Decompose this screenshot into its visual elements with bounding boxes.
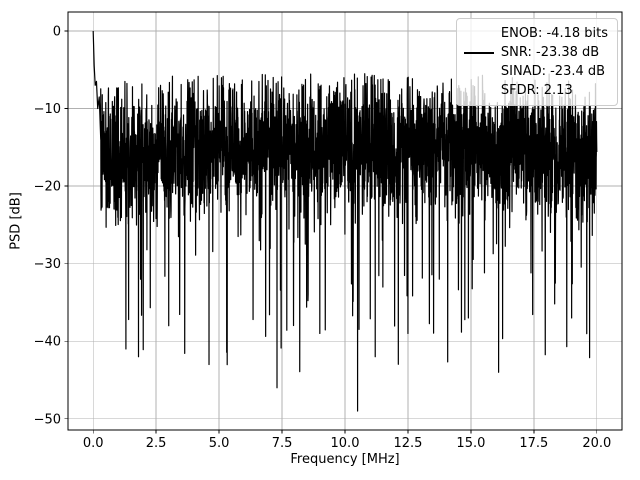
x-tick-label: 20.0 — [582, 436, 611, 451]
y-tick-label: −30 — [34, 257, 61, 272]
plot-border — [67, 11, 623, 431]
legend-label-enob: ENOB: -4.18 bits — [500, 26, 608, 41]
y-tick-label: −10 — [34, 102, 61, 117]
x-tick-label: 15.0 — [456, 436, 485, 451]
y-tick-label: −50 — [34, 412, 61, 427]
x-tick-label: 17.5 — [519, 436, 548, 451]
legend-row-sinad: SINAD: -23.4 dB — [464, 62, 608, 81]
y-tick-label: −20 — [34, 180, 61, 195]
legend-handle-enob — [464, 33, 494, 35]
legend-line-sample — [463, 51, 494, 54]
legend-row-enob: ENOB: -4.18 bits — [464, 24, 608, 43]
y-axis-label: PSD [dB] — [8, 192, 24, 250]
x-tick-label: 10.0 — [331, 436, 360, 451]
legend-label-sfdr: SFDR: 2.13 — [500, 83, 573, 98]
x-tick-label: 0.0 — [83, 436, 104, 451]
legend-label-sinad: SINAD: -23.4 dB — [500, 64, 606, 79]
y-tick-label: 0 — [53, 25, 61, 40]
x-tick-label: 7.5 — [272, 436, 293, 451]
x-axis-label: Frequency [MHz] — [290, 452, 400, 467]
legend-handle-sinad — [464, 71, 494, 73]
legend-handle-sfdr — [464, 90, 494, 92]
y-tick-label: −40 — [34, 335, 61, 350]
psd-trace — [92, 30, 598, 412]
legend-label-snr: SNR: -23.38 dB — [500, 45, 600, 60]
x-tick-label: 12.5 — [393, 436, 422, 451]
x-tick-label: 2.5 — [146, 436, 167, 451]
legend-row-snr: SNR: -23.38 dB — [463, 43, 608, 62]
legend-row-sfdr: SFDR: 2.13 — [464, 81, 608, 100]
legend: ENOB: -4.18 bits SNR: -23.38 dB SINAD: -… — [455, 18, 618, 106]
x-tick-label: 5.0 — [209, 436, 230, 451]
